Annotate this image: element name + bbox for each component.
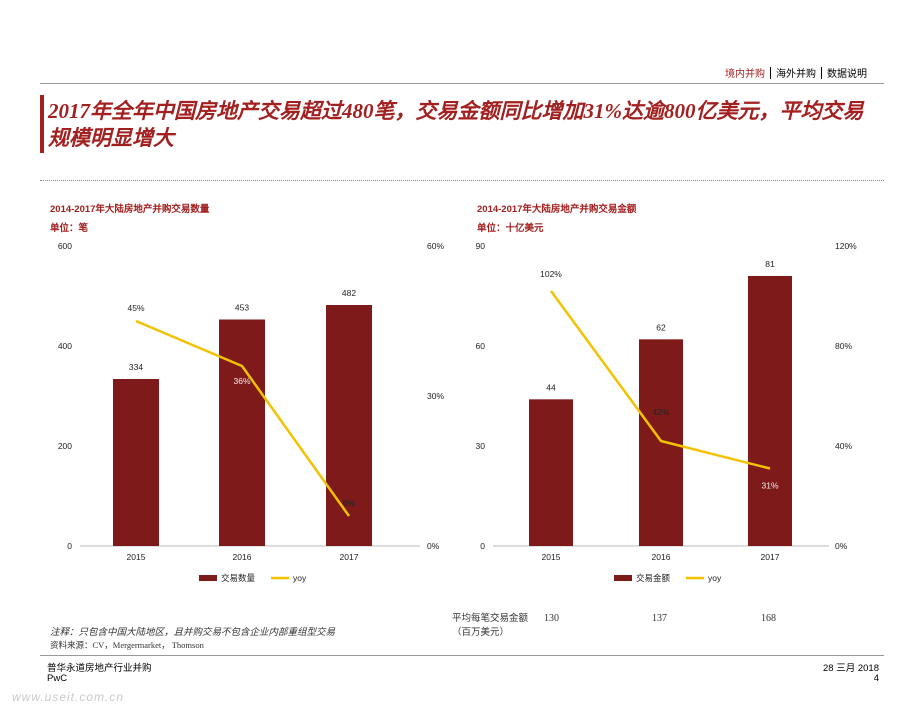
count-y-left-tick: 0: [67, 541, 72, 551]
count-yoy-line: [135, 319, 351, 517]
avg-value-2016: 137: [652, 613, 667, 624]
amount-y-left-tick: 90: [476, 241, 486, 251]
amount-bar-2015: [529, 399, 573, 546]
count-bar-label: 482: [342, 288, 356, 298]
count-bar-2017: [326, 305, 372, 546]
nav-domestic-ma[interactable]: 境内并购: [725, 69, 765, 80]
footer-divider: [40, 655, 884, 656]
amount-x-tick: 2016: [652, 552, 671, 562]
count-y-right-tick: 30%: [427, 391, 444, 401]
amount-y-left-tick: 0: [480, 541, 485, 551]
amount-bar-label: 62: [656, 322, 666, 332]
count-y-right-tick: 0%: [427, 541, 440, 551]
footnote: 注释：只包含中国大陆地区，且并购交易不包含企业内部重组型交易: [50, 628, 336, 638]
amount-legend-bar-swatch: [614, 575, 632, 581]
nav-separator: [770, 66, 771, 79]
avg-deal-size-label: 平均每笔交易金额 （百万美元）: [452, 612, 528, 640]
amount-y-left-tick: 60: [476, 341, 486, 351]
amount-bar-2017: [748, 276, 792, 546]
nav-overseas-ma[interactable]: 海外并购: [776, 69, 816, 80]
count-y-right-tick: 60%: [427, 241, 444, 251]
amount-x-tick: 2017: [761, 552, 780, 562]
dotted-divider: [40, 180, 884, 181]
count-yoy-label: 45%: [127, 303, 144, 313]
avg-value-2017: 168: [761, 613, 776, 624]
footer-date: 28 三月 2018: [823, 663, 879, 674]
amount-x-tick: 2015: [542, 552, 561, 562]
count-yoy-label: 6%: [343, 498, 356, 508]
top-nav: 境内并购 海外并购 数据说明: [720, 65, 872, 80]
count-y-left-tick: 600: [58, 241, 72, 251]
amount-yoy-label: 42%: [652, 407, 669, 417]
amount-y-right-tick: 40%: [835, 441, 852, 451]
avg-value-2015: 130: [544, 613, 559, 624]
amount-bar-label: 44: [546, 382, 556, 392]
count-legend-line-label: yoy: [293, 573, 307, 583]
footer-brand: PwC: [47, 673, 68, 684]
count-x-tick: 2017: [340, 552, 359, 562]
amount-y-right-tick: 0%: [835, 541, 848, 551]
amount-y-right-tick: 80%: [835, 341, 852, 351]
amount-y-right-tick: 120%: [835, 241, 857, 251]
count-bar-2016: [219, 319, 265, 546]
avg-label-line2: （百万美元）: [452, 628, 510, 638]
count-legend-bar-label: 交易数量: [221, 573, 256, 583]
count-x-tick: 2016: [233, 552, 252, 562]
left-chart-unit: 单位：笔: [50, 223, 89, 234]
count-y-left-tick: 200: [58, 441, 72, 451]
count-legend-bar-swatch: [199, 575, 217, 581]
page-headline: 2017年全年中国房地产交易超过480笔，交易金额同比增加31%达逾800亿美元…: [48, 99, 864, 150]
amount-yoy-label: 31%: [761, 481, 778, 491]
left-chart-title: 2014-2017年大陆房地产并购交易数量: [50, 204, 210, 215]
watermark: www.useit.com.cn: [12, 690, 125, 704]
count-bar-label: 453: [235, 303, 249, 313]
amount-yoy-line: [549, 290, 771, 470]
amount-y-left-tick: 30: [476, 441, 486, 451]
right-chart-unit: 单位：十亿美元: [477, 223, 544, 234]
amount-bar-2016: [639, 339, 683, 546]
avg-label-line1: 平均每笔交易金额: [452, 614, 529, 624]
footer-report-name: 普华永道房地产行业并购: [47, 663, 152, 674]
amount-bar-label: 81: [765, 259, 775, 269]
top-divider: [40, 83, 884, 84]
headline-accent-bar: [40, 95, 44, 153]
count-y-left-tick: 400: [58, 341, 72, 351]
count-bar-2015: [113, 379, 159, 546]
count-bar-label: 334: [129, 362, 143, 372]
nav-separator: [821, 66, 822, 79]
page-number: 4: [873, 673, 879, 684]
count-x-tick: 2015: [127, 552, 146, 562]
amount-legend-line-label: yoy: [708, 573, 722, 583]
amount-legend-bar-label: 交易金额: [636, 573, 671, 583]
count-yoy-label: 36%: [233, 376, 250, 386]
amount-yoy-label: 102%: [540, 269, 562, 279]
right-chart-title: 2014-2017年大陆房地产并购交易金额: [477, 204, 637, 215]
source-note: 资料来源：CV，Mergermarket， Thomson: [50, 640, 204, 650]
nav-data-notes[interactable]: 数据说明: [827, 69, 867, 80]
